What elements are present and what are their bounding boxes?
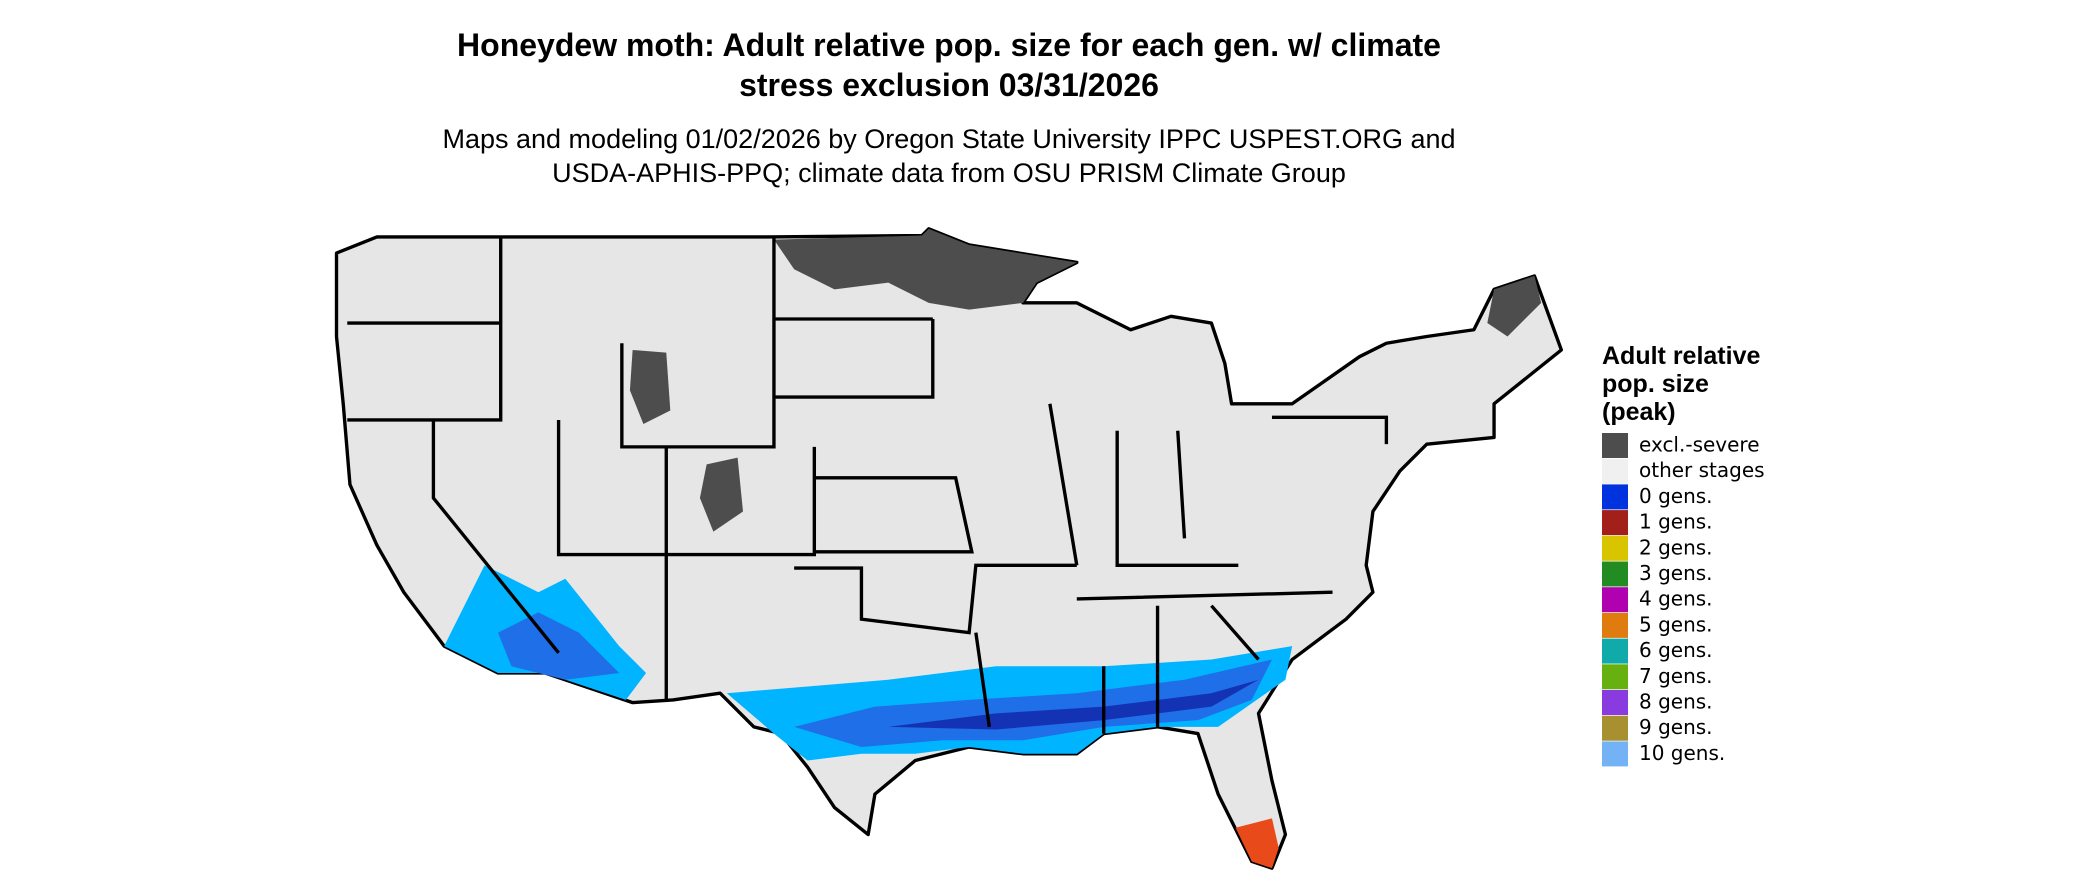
excluded-areas: [629, 228, 1542, 532]
generation-areas: [444, 565, 1293, 869]
state-lines: [347, 236, 1389, 734]
subtitle-line: USDA-APHIS-PPQ; climate data from OSU PR…: [552, 158, 1346, 188]
map: [334, 227, 1564, 870]
legend-swatch: [1602, 741, 1628, 767]
legend-swatch: [1602, 690, 1628, 715]
legend-label: 0 gens.: [1639, 484, 1713, 508]
title-line: Honeydew moth: Adult relative pop. size …: [457, 27, 1441, 63]
legend-label: 8 gens.: [1639, 690, 1713, 714]
legend-swatch: [1602, 587, 1628, 613]
legend-label: 5 gens.: [1639, 612, 1713, 636]
legend-label: 10 gens.: [1639, 741, 1725, 765]
legend-label: other stages: [1639, 458, 1765, 482]
legend-swatch: [1602, 458, 1628, 484]
legend-swatch: [1602, 715, 1628, 741]
legend-label: 6 gens.: [1639, 638, 1713, 662]
legend-label: 3 gens.: [1639, 561, 1713, 585]
legend-label: excl.-severe: [1639, 433, 1760, 457]
legend-label: 4 gens.: [1639, 587, 1713, 611]
title-line: stress exclusion 03/31/2026: [739, 67, 1159, 103]
legend-swatch: [1602, 612, 1628, 638]
legend-label: 7 gens.: [1639, 664, 1713, 688]
legend-swatch: [1602, 561, 1628, 587]
subtitle-line: Maps and modeling 01/02/2026 by Oregon S…: [442, 124, 1455, 154]
legend-label: 2 gens.: [1639, 535, 1713, 559]
legend-title: Adult relative: [1602, 342, 1760, 370]
legend-swatch: [1602, 638, 1628, 664]
legend-swatch: [1602, 433, 1628, 458]
legend-swatch: [1602, 484, 1628, 510]
legend-swatch: [1602, 535, 1628, 561]
us-outline: [334, 227, 1564, 870]
legend-label: 9 gens.: [1639, 715, 1713, 739]
legend-swatch: [1602, 664, 1628, 690]
legend-title: pop. size: [1602, 370, 1709, 398]
legend-title: (peak): [1602, 398, 1676, 426]
legend-label: 1 gens.: [1639, 510, 1713, 534]
legend-swatch: [1602, 510, 1628, 536]
